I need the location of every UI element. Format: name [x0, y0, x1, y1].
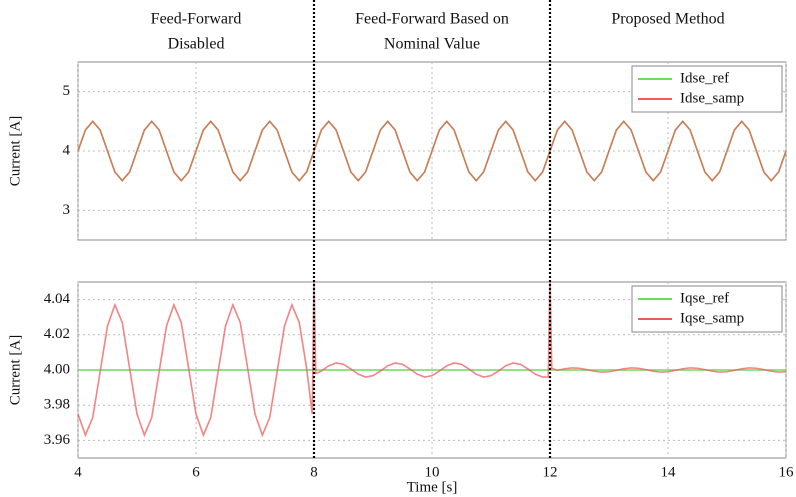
legend-box	[631, 65, 783, 113]
legend-label: Idse_ref	[680, 70, 729, 86]
legend-label: Iqse_ref	[680, 290, 729, 306]
y-tick-label: 3.96	[44, 432, 71, 448]
section-title: Feed-Forward Based on	[355, 11, 509, 28]
x-axis-label: Time [s]	[407, 479, 458, 495]
y-tick-label: 4	[63, 142, 71, 158]
y-axis-label: Current [A]	[7, 116, 23, 186]
y-tick-label: 4.02	[44, 326, 70, 342]
y-tick-label: 3.98	[44, 397, 70, 413]
data-line	[77, 281, 787, 438]
x-tick-label: 12	[543, 464, 558, 480]
x-tick-label: 6	[192, 464, 200, 480]
y-tick-label: 3	[63, 202, 71, 218]
legend-label: Iqse_samp	[680, 310, 744, 326]
x-tick-label: 14	[661, 464, 677, 480]
y-tick-label: 4.00	[44, 361, 70, 377]
section-title: Feed-Forward	[151, 11, 242, 28]
legend-label: Idse_samp	[680, 90, 744, 106]
x-tick-label: 16	[779, 464, 795, 480]
y-axis-label: Current [A]	[7, 335, 23, 405]
y-tick-label: 4.04	[44, 291, 71, 307]
data-line	[77, 120, 787, 182]
legend-box	[631, 285, 783, 333]
section-title: Proposed Method	[611, 11, 724, 28]
x-tick-label: 10	[425, 464, 440, 480]
x-tick-label: 8	[310, 464, 318, 480]
section-title: Disabled	[168, 36, 225, 53]
x-tick-label: 4	[74, 464, 82, 480]
section-title: Nominal Value	[384, 36, 480, 53]
y-tick-label: 5	[63, 83, 71, 99]
